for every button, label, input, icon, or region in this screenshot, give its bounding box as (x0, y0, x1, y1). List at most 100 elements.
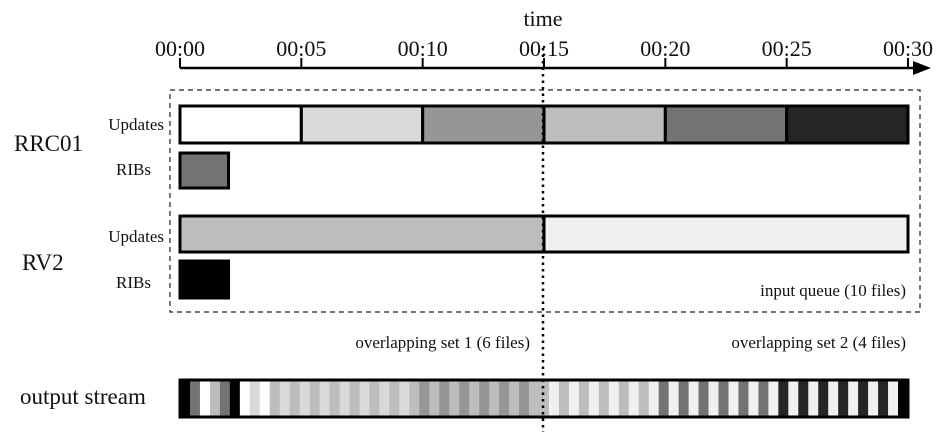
output-stripe (588, 380, 600, 417)
output-stripe (628, 380, 640, 417)
output-stripe (189, 380, 201, 417)
axis-arrow-icon (913, 61, 931, 75)
axis-tick-label: 00:30 (883, 36, 933, 61)
output-stripe (459, 380, 470, 417)
output-stripe (249, 380, 261, 417)
output-stripe (718, 380, 730, 417)
output-stream-label: output stream (20, 384, 146, 409)
output-stripe (469, 380, 480, 417)
rv2-rib-bar (178, 259, 231, 300)
axis-tick-label: 00:10 (398, 36, 448, 61)
output-stripe (858, 380, 869, 417)
output-stream-stripes (180, 380, 908, 417)
input-queue-label: input queue (10 files) (760, 281, 906, 300)
output-stripe (499, 380, 510, 417)
axis-tick-label: 00:05 (276, 36, 326, 61)
output-stripe (269, 380, 281, 417)
output-stripe (728, 380, 740, 417)
rrc01-updates-label: Updates (108, 115, 164, 134)
rrc01-ribs-label: RIBs (116, 160, 151, 179)
update-segment (542, 104, 667, 145)
output-stripe (698, 380, 710, 417)
output-stripe (489, 380, 500, 417)
source-name-rv2: RV2 (22, 250, 64, 275)
output-stripe (678, 380, 690, 417)
axis-tick-label: 00:00 (155, 36, 205, 61)
output-stripe (558, 380, 570, 417)
output-stripe (878, 380, 889, 417)
output-stripe (299, 380, 311, 417)
source-name-rrc01: RRC01 (14, 131, 83, 156)
output-stripe (798, 380, 809, 417)
output-stripe (309, 380, 321, 417)
overlap-set-2-label: overlapping set 2 (4 files) (731, 333, 906, 352)
output-stripe (199, 380, 211, 417)
output-stripe (568, 380, 580, 417)
output-stripe (648, 380, 660, 417)
update-segment (421, 104, 546, 145)
rv2-updates-label: Updates (108, 227, 164, 246)
update-segment (299, 104, 425, 145)
output-stripe (768, 380, 779, 417)
output-stripe (539, 380, 550, 417)
output-stripe (598, 380, 610, 417)
output-stripe (688, 380, 700, 417)
axis-tick-label: 00:25 (762, 36, 812, 61)
output-stripe (898, 380, 908, 417)
output-stripe (788, 380, 799, 417)
output-stripe (239, 380, 251, 417)
output-stripe (668, 380, 680, 417)
output-stripe (219, 380, 231, 417)
output-stripe (259, 380, 271, 417)
output-stripe (229, 380, 241, 417)
output-stripe (289, 380, 301, 417)
output-stripe (658, 380, 670, 417)
output-stripe (329, 380, 341, 417)
overlap-set-1-label: overlapping set 1 (6 files) (355, 333, 530, 352)
rib-block (178, 151, 231, 190)
rv2-ribs-label: RIBs (116, 273, 151, 292)
output-stripe (429, 380, 440, 417)
axis-title: time (523, 6, 562, 31)
output-stripe (529, 380, 540, 417)
update-segment (785, 104, 910, 145)
rrc01-rib-bar (178, 151, 231, 190)
output-stripe (808, 380, 819, 417)
output-stripe (888, 380, 899, 417)
output-stripe (608, 380, 620, 417)
update-segment (178, 214, 546, 254)
output-stripe (369, 380, 381, 417)
output-stripe (439, 380, 450, 417)
update-segment (542, 214, 910, 254)
output-stripe (848, 380, 859, 417)
update-segment (663, 104, 789, 145)
output-stripe (519, 380, 530, 417)
output-stripe (748, 380, 760, 417)
output-stripe (758, 380, 769, 417)
output-stripe (419, 380, 430, 417)
output-stripe (389, 380, 400, 417)
axis-tick-label: 00:20 (640, 36, 690, 61)
output-stripe (399, 380, 410, 417)
output-stripe (828, 380, 839, 417)
output-stripe (339, 380, 351, 417)
output-stripe (708, 380, 720, 417)
output-stripe (319, 380, 331, 417)
output-stripe (379, 380, 391, 417)
output-stripe (818, 380, 829, 417)
output-stripe (209, 380, 221, 417)
output-stripe (359, 380, 371, 417)
output-stripe (449, 380, 460, 417)
rv2-updates-bar (178, 214, 910, 254)
output-stripe (868, 380, 879, 417)
output-stripe (778, 380, 789, 417)
output-stripe (618, 380, 630, 417)
output-stripe (479, 380, 490, 417)
output-stripe (349, 380, 361, 417)
update-segment (178, 104, 303, 145)
output-stripe (180, 380, 191, 417)
output-stripe (838, 380, 849, 417)
output-stripe (548, 380, 560, 417)
